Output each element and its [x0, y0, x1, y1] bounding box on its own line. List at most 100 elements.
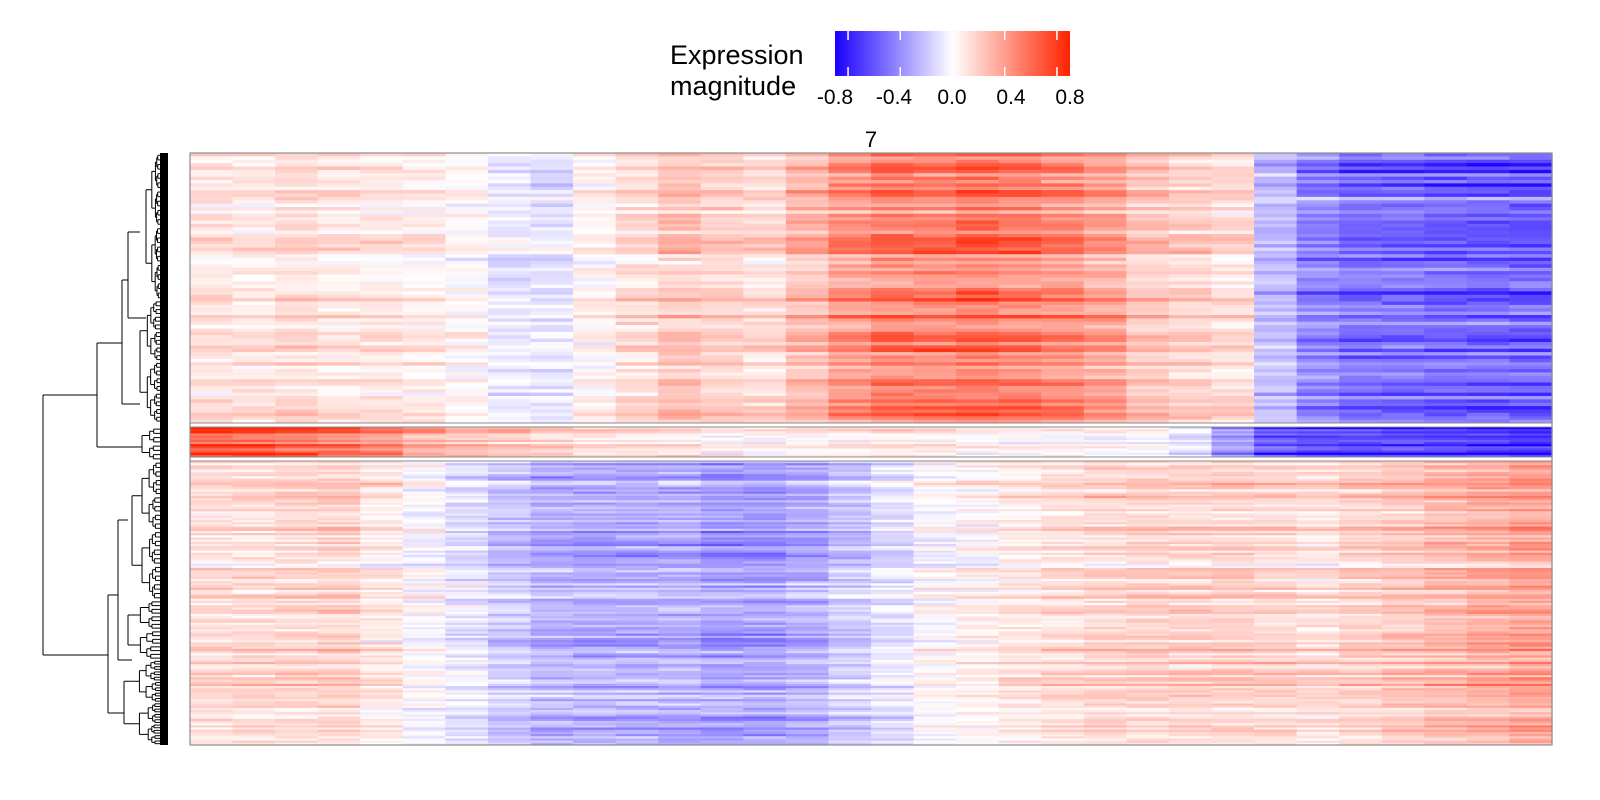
heatmap-cell: [445, 156, 489, 161]
heatmap-cell: [1424, 318, 1468, 323]
heatmap-cell: [1168, 284, 1213, 289]
heatmap-cell: [913, 153, 957, 157]
heatmap-cell: [743, 446, 787, 449]
heatmap-cell: [913, 261, 957, 265]
heatmap-cell: [360, 321, 404, 326]
heatmap-cell: [700, 240, 744, 245]
heatmap-cell: [275, 435, 319, 439]
heatmap-cell: [615, 261, 659, 265]
heatmap-cell: [573, 399, 617, 404]
heatmap-cell: [658, 318, 702, 323]
heatmap-cell: [317, 277, 361, 282]
heatmap-cell: [1168, 281, 1213, 286]
heatmap-cell: [1168, 471, 1213, 475]
heatmap-cell: [1424, 217, 1468, 221]
heatmap-cell: [998, 537, 1042, 541]
heatmap-cell: [1339, 261, 1383, 265]
heatmap-cell: [445, 546, 489, 549]
heatmap-cell: [1381, 485, 1425, 488]
heatmap-cell: [658, 509, 702, 512]
heatmap-cell: [1339, 186, 1383, 191]
heatmap-cell: [998, 412, 1042, 417]
heatmap-cell: [615, 409, 659, 414]
heatmap-cell: [1296, 203, 1340, 208]
heatmap-cell: [402, 385, 446, 390]
heatmap-cell: [445, 298, 489, 302]
heatmap-cell: [1168, 247, 1213, 252]
heatmap-cell: [1168, 439, 1213, 443]
heatmap-cell: [700, 325, 744, 329]
heatmap-cell: [700, 207, 744, 211]
heatmap-cell: [871, 399, 915, 404]
heatmap-cell: [1254, 461, 1298, 464]
heatmap-cell: [1168, 190, 1213, 194]
heatmap-cell: [785, 163, 830, 167]
heatmap-cell: [1126, 427, 1170, 430]
heatmap-cell: [190, 519, 234, 523]
heatmap-cell: [360, 463, 404, 466]
heatmap-cell: [1168, 291, 1213, 296]
heatmap-cell: [232, 480, 276, 484]
heatmap-cell: [658, 284, 702, 289]
heatmap-cell: [871, 193, 915, 198]
heatmap-cell: [1211, 345, 1255, 350]
heatmap-cell: [658, 203, 702, 208]
heatmap-cell: [232, 227, 276, 232]
heatmap-cell: [1211, 304, 1255, 309]
heatmap-cell: [275, 385, 319, 390]
heatmap-cell: [871, 439, 915, 443]
heatmap-cell: [1424, 261, 1468, 265]
heatmap-cell: [445, 550, 489, 554]
heatmap-cell: [275, 382, 319, 387]
heatmap-cell: [998, 338, 1042, 343]
heatmap-cell: [615, 375, 659, 380]
heatmap-cell: [573, 159, 617, 164]
heatmap-cell: [275, 254, 319, 259]
heatmap-cell: [445, 385, 489, 390]
heatmap-cell: [1296, 153, 1340, 157]
heatmap-cell: [658, 331, 702, 336]
heatmap-cell: [275, 433, 319, 436]
heatmap-cell: [317, 446, 361, 449]
heatmap-cell: [828, 448, 872, 451]
heatmap-cell: [1041, 524, 1085, 527]
heatmap-cell: [317, 163, 361, 167]
heatmap-cell: [1381, 528, 1425, 532]
heatmap-cell: [1254, 515, 1298, 519]
heatmap-cell: [1339, 176, 1383, 181]
heatmap-cell: [317, 519, 361, 523]
heatmap-cell: [1381, 318, 1425, 323]
heatmap-cell: [275, 465, 319, 468]
heatmap-cell: [1254, 362, 1298, 367]
heatmap-cell: [956, 535, 1000, 538]
heatmap-cell: [1211, 509, 1255, 512]
heatmap-cell: [1296, 348, 1340, 353]
heatmap-cell: [1509, 548, 1553, 551]
heatmap-cell: [232, 288, 276, 292]
heatmap-cell: [828, 446, 872, 449]
heatmap-cell: [487, 396, 532, 400]
heatmap-cell: [232, 311, 276, 316]
heatmap-cell: [232, 419, 276, 424]
heatmap-cell: [871, 325, 915, 329]
heatmap-cell: [1041, 369, 1085, 373]
heatmap-cell: [530, 502, 574, 506]
heatmap-cell: [190, 522, 234, 525]
heatmap-cell: [615, 338, 659, 343]
heatmap-cell: [658, 465, 702, 468]
heatmap-cell: [871, 257, 915, 262]
heatmap-cell: [998, 321, 1042, 326]
heatmap-cell: [232, 495, 276, 499]
heatmap-cell: [828, 264, 872, 269]
heatmap-cell: [1168, 223, 1213, 228]
heatmap-cell: [360, 291, 404, 296]
heatmap-cell: [615, 478, 659, 482]
heatmap-cell: [1466, 537, 1511, 541]
heatmap-cell: [1509, 452, 1553, 456]
heatmap-cell: [232, 509, 276, 512]
heatmap-cell: [317, 541, 361, 545]
heatmap-cell: [1339, 519, 1383, 523]
heatmap-cell: [573, 345, 617, 350]
heatmap-cell: [658, 409, 702, 414]
heatmap-cell: [828, 444, 872, 447]
